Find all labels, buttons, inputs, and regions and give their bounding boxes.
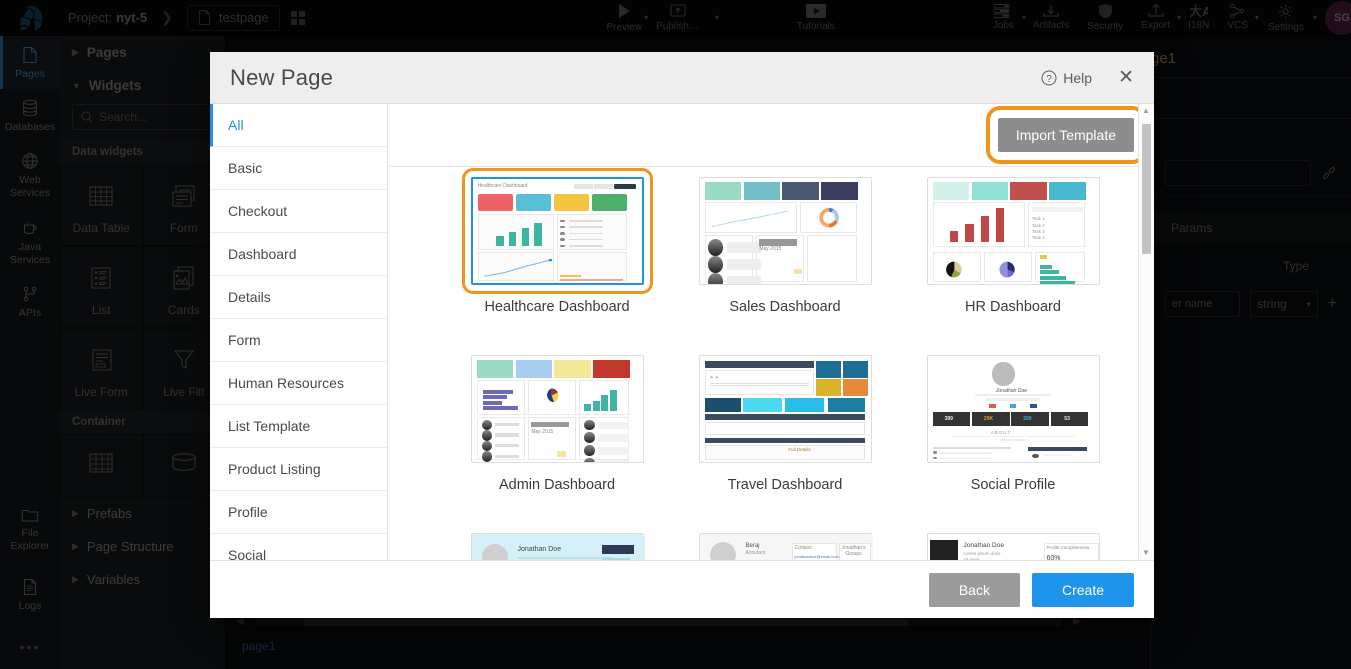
svg-text:大A: 大A — [1190, 4, 1208, 18]
svg-text:?: ? — [1047, 74, 1053, 85]
